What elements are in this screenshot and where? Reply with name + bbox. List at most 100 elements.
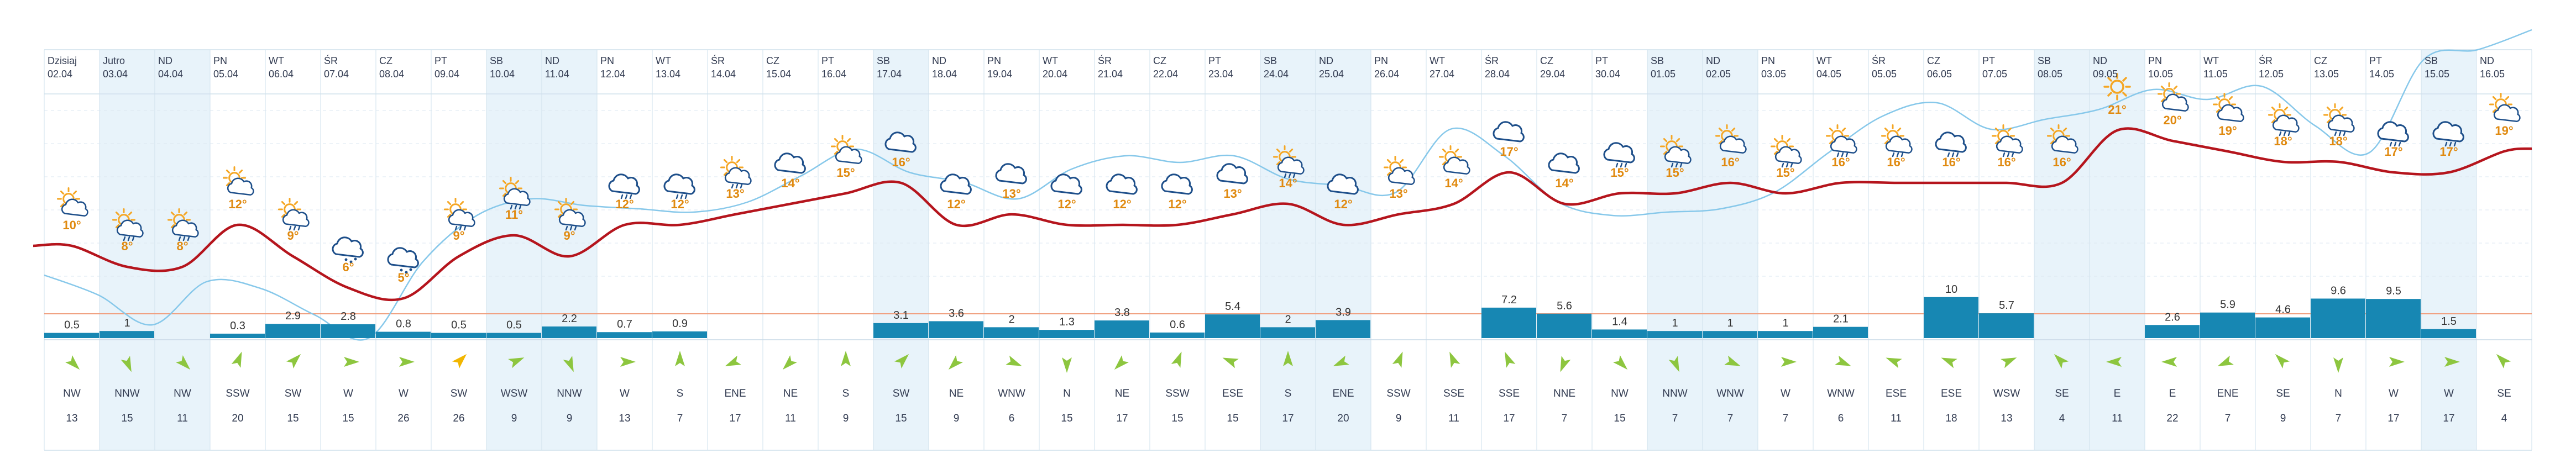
rain-value: 0.3 (230, 320, 245, 332)
day-date: 09.04 (434, 69, 459, 80)
sun-cloud-icon (830, 134, 862, 165)
day-name: PT (821, 55, 834, 66)
wind-direction: ESE (1886, 388, 1907, 399)
temperature-value: 18° (2274, 134, 2292, 148)
day-name: PN (987, 55, 1001, 66)
wind-speed: 20 (232, 413, 243, 424)
wind-direction: NW (63, 388, 81, 399)
rain-value: 2.6 (2165, 311, 2180, 323)
sun-cloud-rain-icon (278, 197, 310, 231)
temperature-value: 16° (2053, 155, 2071, 169)
wind-speed: 13 (619, 413, 630, 424)
rain-value: 5.6 (1557, 300, 1572, 312)
temperature-value: 13° (726, 187, 744, 201)
wind-speed: 15 (342, 413, 354, 424)
wind-speed: 7 (1562, 413, 1568, 424)
wind-direction: WNW (1827, 388, 1855, 399)
day-date: 28.04 (1485, 69, 1510, 80)
rain-value: 0.5 (451, 319, 467, 331)
day-date: 19.04 (987, 69, 1012, 80)
wind-speed: 9 (2280, 413, 2286, 424)
temperature-value: 15° (1610, 166, 1629, 180)
rain-value: 0.9 (672, 318, 688, 330)
wind-speed: 11 (177, 413, 188, 424)
sun-cloud-rain-icon (1991, 124, 2023, 157)
wind-direction: SSE (1499, 388, 1520, 399)
weekend-column-bg (486, 50, 542, 450)
rain-bar (2311, 298, 2365, 338)
day-name: ŚR (1098, 55, 1112, 66)
wind-arrow-icon (1006, 355, 1024, 371)
wind-arrow-icon (1062, 357, 1072, 373)
wind-arrow-icon (1444, 350, 1460, 368)
rain-value: 0.6 (1170, 319, 1185, 331)
weekend-column-bg (873, 50, 929, 450)
cloud-icon (1548, 152, 1580, 174)
cloud-icon (774, 152, 806, 174)
day-name: PN (2148, 55, 2162, 66)
rain-value: 4.6 (2275, 304, 2291, 316)
rain-bar (1150, 332, 1205, 338)
wind-speed: 26 (397, 413, 409, 424)
wind-speed: 15 (287, 413, 299, 424)
rain-value: 9.5 (2386, 285, 2401, 297)
sun-cloud-icon (56, 187, 88, 217)
wind-direction: S (1285, 388, 1292, 399)
wind-arrow-icon (1781, 357, 1797, 367)
day-date: 24.04 (1264, 69, 1289, 80)
wind-arrow-icon (2493, 350, 2511, 369)
day-date: 16.04 (821, 69, 846, 80)
rain-bar (1703, 331, 1757, 338)
wind-arrow-icon (1111, 355, 1129, 373)
day-date: 07.04 (324, 69, 349, 80)
wind-direction: SW (451, 388, 468, 399)
day-name: WT (2203, 55, 2219, 66)
weekend-column-bg (100, 50, 155, 450)
temperature-value: 9° (563, 229, 575, 243)
temperature-line (33, 127, 2532, 302)
day-name: SB (2038, 55, 2051, 66)
wind-speed: 15 (1227, 413, 1238, 424)
day-date: 05.04 (213, 69, 238, 80)
day-date: 02.04 (48, 69, 72, 80)
wind-speed: 17 (1282, 413, 1294, 424)
day-name: CZ (766, 55, 779, 66)
wind-direction: NNW (1662, 388, 1687, 399)
rain-value: 3.9 (1336, 306, 1351, 318)
day-date: 13.05 (2314, 69, 2339, 80)
wind-speed: 11 (1448, 413, 1459, 424)
day-date: 21.04 (1098, 69, 1123, 80)
day-name: CZ (1927, 55, 1940, 66)
wind-direction: W (1781, 388, 1790, 399)
wind-speed: 13 (2001, 413, 2012, 424)
rain-bar (2200, 312, 2255, 338)
weekend-column-bg (1260, 50, 1316, 450)
rain-bar (44, 333, 99, 338)
wind-arrow-icon (1884, 353, 1902, 368)
wind-direction: WSW (501, 388, 528, 399)
temperature-value: 15° (836, 166, 855, 180)
day-date: 26.04 (1374, 69, 1399, 80)
day-date: 14.05 (2369, 69, 2394, 80)
wind-direction: SSW (226, 388, 249, 399)
day-date: 17.04 (877, 69, 902, 80)
day-name: SB (490, 55, 503, 66)
temperature-value: 14° (781, 176, 799, 190)
sun-cloud-icon (1383, 155, 1415, 186)
day-name: PT (2369, 55, 2382, 66)
day-date: 11.04 (545, 69, 569, 80)
wind-arrow-icon (1556, 356, 1571, 374)
day-date: 13.04 (656, 69, 680, 80)
cloud-icon (1493, 121, 1525, 143)
day-name: PT (1595, 55, 1608, 66)
wind-speed: 13 (66, 413, 77, 424)
weekend-column-bg (2090, 50, 2145, 450)
cloud-snow-icon (387, 247, 419, 274)
wind-arrow-icon (2161, 357, 2177, 367)
temperature-value: 14° (1555, 176, 1573, 190)
sun-cloud-icon (2489, 92, 2521, 123)
wind-arrow-icon (344, 357, 359, 367)
day-date: 27.04 (1430, 69, 1454, 80)
day-date: 30.04 (1595, 69, 1620, 80)
wind-direction: NNW (557, 388, 582, 399)
